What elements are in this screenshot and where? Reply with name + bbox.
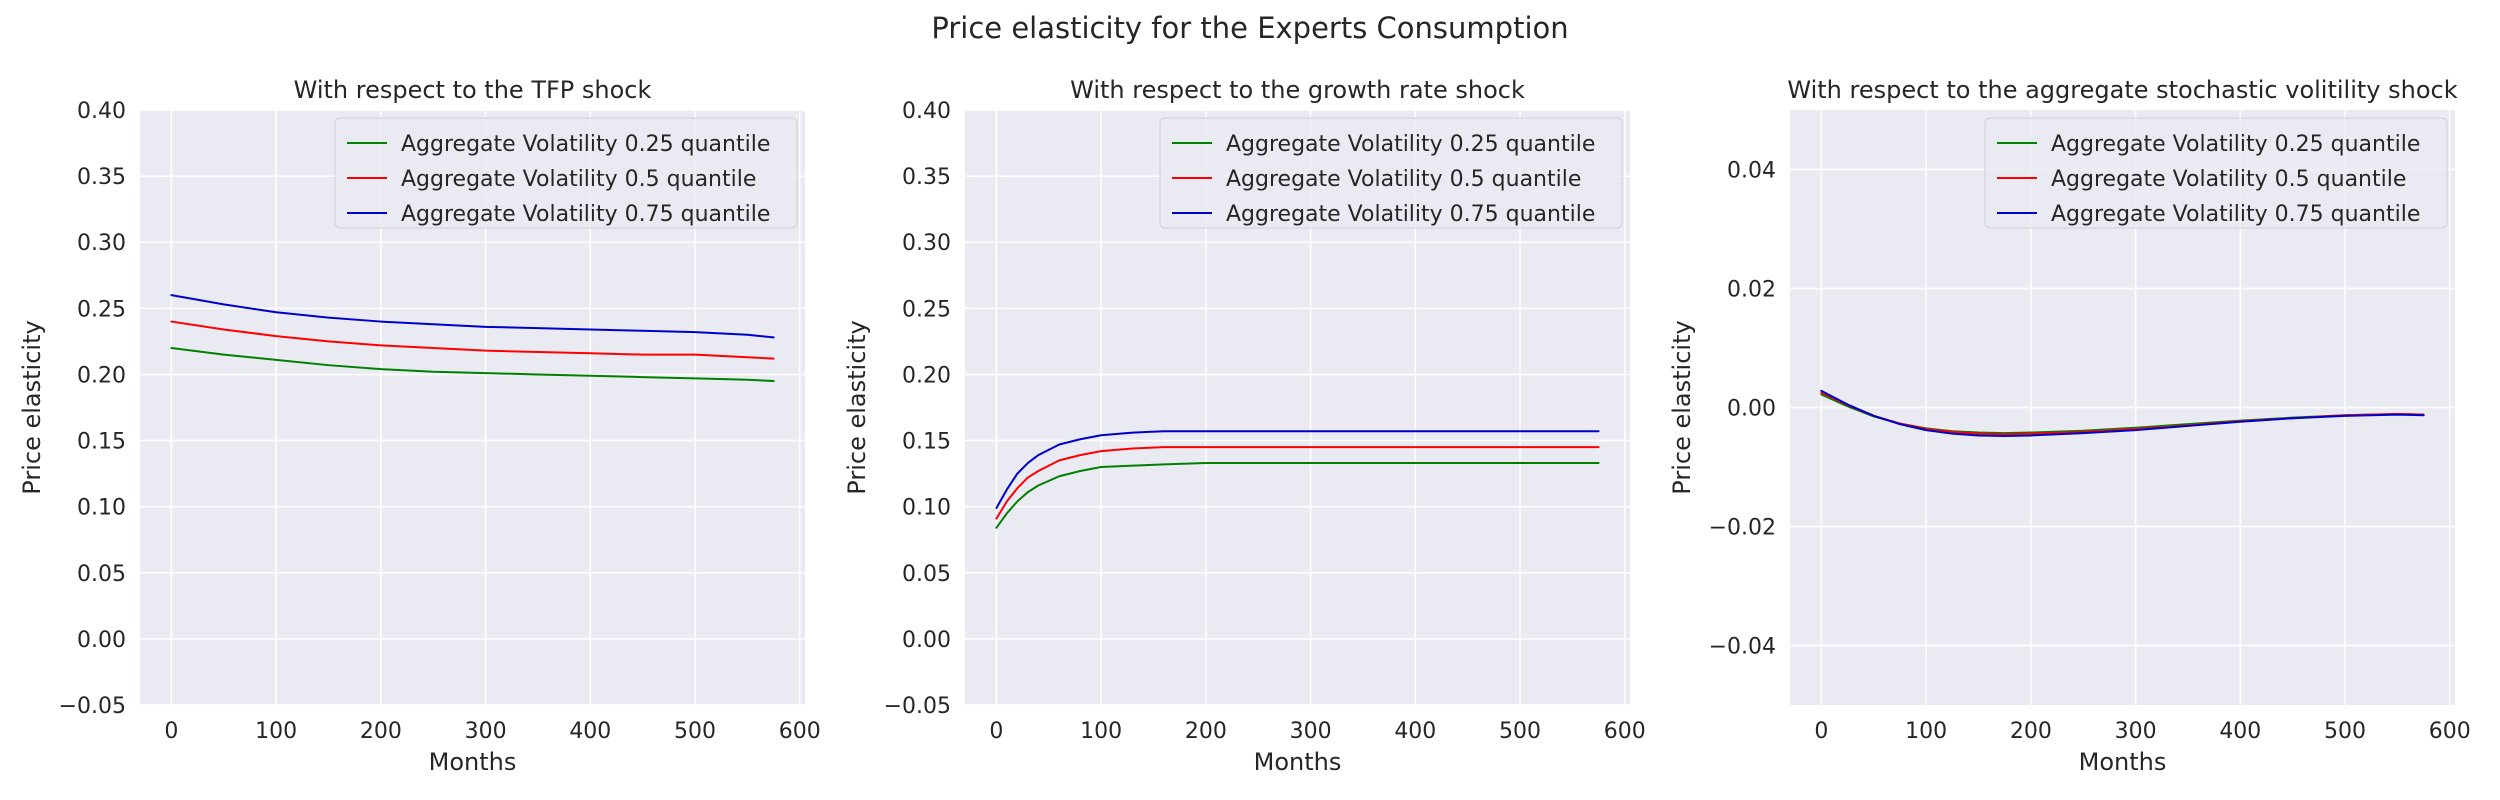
legend-label: Aggregate Volatility 0.75 quantile (1226, 202, 1595, 227)
x-tick-label: 600 (2429, 719, 2471, 744)
legend-label: Aggregate Volatility 0.25 quantile (1226, 132, 1595, 157)
y-tick-label: 0.25 (77, 297, 126, 322)
chart-panel-3: 0 100 200 300 400 500 600 −0.04 −0.02 0.00 0.02 0.0… (1668, 76, 2471, 776)
y-axis-label: Price elasticity (843, 320, 871, 494)
x-tick-label: 500 (1499, 719, 1541, 744)
x-tick-label: 400 (1394, 719, 1436, 744)
legend: Aggregate Volatility 0.25 quantile Aggreg… (1984, 117, 2448, 229)
x-tick-label: 500 (674, 719, 716, 744)
x-tick-label: 200 (360, 719, 402, 744)
x-tick-label: 300 (2115, 719, 2157, 744)
x-tick-label: 100 (1905, 719, 1947, 744)
series-line-2 (995, 446, 1600, 520)
y-tick-label: 0.00 (77, 628, 126, 653)
legend-label: Aggregate Volatility 0.5 quantile (401, 167, 756, 192)
x-tick-label: 100 (1080, 719, 1122, 744)
x-tick-label: 0 (989, 719, 1003, 744)
x-tick-label: 0 (164, 719, 178, 744)
y-tick-label: 0.15 (77, 430, 126, 455)
figure-title: Price elasticity for the Experts Consump… (931, 11, 1568, 45)
y-tick-label: 0.10 (902, 496, 951, 521)
y-tick-label: −0.05 (884, 694, 951, 719)
x-tick-label: 100 (255, 719, 297, 744)
legend-label: Aggregate Volatility 0.25 quantile (401, 132, 770, 157)
legend-label: Aggregate Volatility 0.5 quantile (1226, 167, 1581, 192)
y-tick-label: 0.02 (1727, 278, 1776, 303)
y-tick-label: −0.02 (1709, 516, 1776, 541)
x-tick-label: 400 (2219, 719, 2261, 744)
panel-title: With respect to the TFP shock (294, 76, 652, 104)
y-tick-label: 0.30 (902, 231, 951, 256)
y-tick-label: 0.35 (902, 165, 951, 190)
y-tick-label: 0.15 (902, 430, 951, 455)
y-tick-label: 0.40 (902, 99, 951, 124)
y-tick-label: 0.40 (77, 99, 126, 124)
legend: Aggregate Volatility 0.25 quantile Aggreg… (334, 117, 798, 229)
legend-frame (334, 117, 798, 229)
legend-label: Aggregate Volatility 0.75 quantile (401, 202, 770, 227)
series-line-3 (170, 294, 775, 339)
legend-label: Aggregate Volatility 0.25 quantile (2051, 132, 2420, 157)
series-line-3 (1820, 389, 2425, 438)
y-tick-label: 0.00 (1727, 397, 1776, 422)
y-tick-label: 0.04 (1727, 159, 1776, 184)
x-axis-label: Months (1254, 748, 1342, 776)
x-tick-label: 300 (465, 719, 507, 744)
x-axis-label: Months (2079, 748, 2167, 776)
y-axis-label: Price elasticity (1668, 320, 1696, 494)
y-tick-label: 0.30 (77, 231, 126, 256)
x-tick-label: 600 (1604, 719, 1646, 744)
x-tick-label: 200 (2010, 719, 2052, 744)
y-tick-label: 0.20 (902, 363, 951, 388)
x-tick-label: 0 (1814, 719, 1828, 744)
y-tick-label: 0.10 (77, 496, 126, 521)
y-axis-label: Price elasticity (18, 320, 46, 494)
y-tick-label: −0.05 (59, 694, 126, 719)
x-axis-label: Months (429, 748, 517, 776)
legend-frame (1159, 117, 1623, 229)
legend-label: Aggregate Volatility 0.75 quantile (2051, 202, 2420, 227)
legend: Aggregate Volatility 0.25 quantile Aggreg… (1159, 117, 1623, 229)
y-tick-label: 0.25 (902, 297, 951, 322)
x-tick-label: 300 (1290, 719, 1332, 744)
series-line-1 (170, 347, 775, 383)
y-tick-label: 0.05 (77, 562, 126, 587)
legend-frame (1984, 117, 2448, 229)
panel-title: With respect to the growth rate shock (1070, 76, 1525, 104)
chart-panel-2: 0 100 200 300 400 500 600 −0.05 0.00 0.05 0.10 0.15… (843, 76, 1646, 776)
y-tick-label: 0.00 (902, 628, 951, 653)
x-tick-label: 600 (779, 719, 821, 744)
x-tick-label: 500 (2324, 719, 2366, 744)
panel-title: With respect to the aggregate stochastic… (1787, 76, 2457, 104)
y-tick-label: 0.35 (77, 165, 126, 190)
x-tick-label: 200 (1185, 719, 1227, 744)
y-tick-label: −0.04 (1709, 635, 1776, 660)
chart-panel-1: 0 100 200 300 400 500 600 −0.05 0.00 0.05 0.10 0.15… (18, 76, 821, 776)
series-line-1 (995, 462, 1600, 529)
legend-label: Aggregate Volatility 0.5 quantile (2051, 167, 2406, 192)
y-tick-label: 0.05 (902, 562, 951, 587)
x-tick-label: 400 (569, 719, 611, 744)
series-line-3 (995, 430, 1600, 509)
series-line-2 (170, 320, 775, 360)
y-tick-label: 0.20 (77, 363, 126, 388)
